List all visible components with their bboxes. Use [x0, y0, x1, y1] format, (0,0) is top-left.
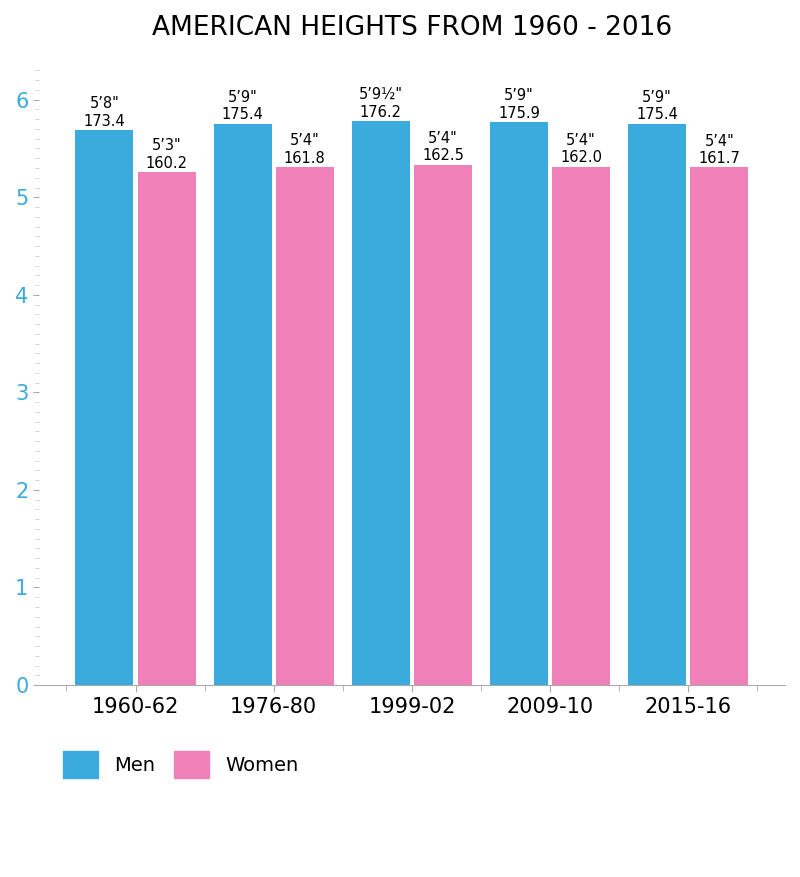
Bar — [490, 122, 548, 685]
Bar — [690, 168, 748, 685]
Text: 5’3"
160.2: 5’3" 160.2 — [146, 139, 188, 171]
Text: 5’9"
175.4: 5’9" 175.4 — [636, 89, 678, 122]
Bar — [75, 130, 134, 685]
Text: 5’8"
173.4: 5’8" 173.4 — [83, 96, 126, 129]
Title: AMERICAN HEIGHTS FROM 1960 - 2016: AMERICAN HEIGHTS FROM 1960 - 2016 — [152, 15, 672, 41]
Bar — [214, 124, 272, 685]
Bar — [138, 172, 196, 685]
Text: 5’4"
162.5: 5’4" 162.5 — [422, 131, 464, 163]
Text: 5’4"
162.0: 5’4" 162.0 — [560, 132, 602, 165]
Bar — [276, 168, 334, 685]
Bar — [628, 124, 686, 685]
Bar — [352, 121, 410, 685]
Text: 5’4"
161.8: 5’4" 161.8 — [284, 133, 326, 166]
Legend: Men, Women: Men, Women — [63, 751, 298, 778]
Text: 5’9"
175.4: 5’9" 175.4 — [222, 89, 263, 122]
Bar — [552, 167, 610, 685]
Text: 5’9"
175.9: 5’9" 175.9 — [498, 89, 540, 120]
Text: 5’9½"
176.2: 5’9½" 176.2 — [359, 87, 403, 119]
Bar — [414, 165, 472, 685]
Text: 5’4"
161.7: 5’4" 161.7 — [698, 133, 740, 166]
